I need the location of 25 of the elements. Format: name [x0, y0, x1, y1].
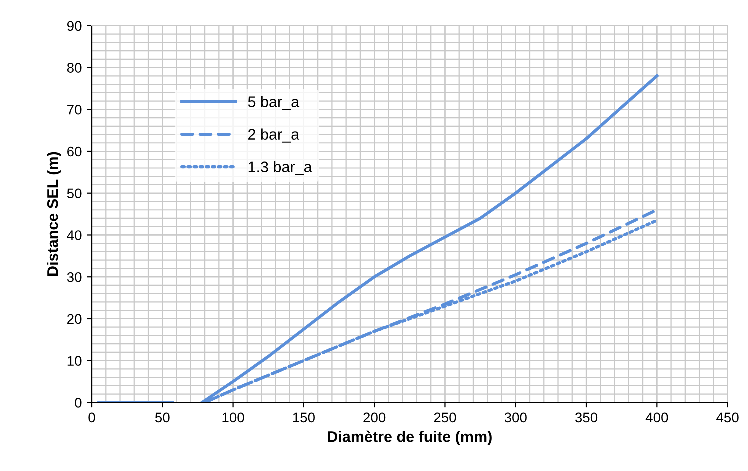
x-tick-label: 400	[646, 412, 668, 423]
x-tick-label: 200	[364, 412, 386, 423]
x-tick-label: 350	[575, 412, 598, 423]
x-tick-label: 0	[88, 412, 96, 423]
y-tick-label: 20	[68, 314, 82, 324]
y-tick-label: 50	[67, 188, 82, 199]
y-tick-label: 70	[68, 104, 82, 115]
legend-label: 1.3 bar_a	[248, 161, 312, 176]
x-tick-label: 300	[504, 412, 527, 423]
y-tick-label: 80	[67, 63, 82, 73]
y-tick-label: 10	[68, 356, 82, 366]
y-tick-label: 30	[67, 272, 82, 282]
y-tick-label: 60	[68, 146, 82, 157]
legend-label: 2 bar_a	[248, 128, 300, 143]
y-tick-label: 40	[67, 230, 82, 240]
x-axis-title: Diamètre de fuite (mm)	[328, 430, 492, 446]
y-axis-title: Distance SEL (m)	[47, 152, 62, 276]
x-tick-label: 100	[222, 412, 244, 423]
y-tick-label: 90	[67, 21, 82, 32]
y-tick-label: 0	[75, 398, 82, 408]
x-tick-label: 250	[434, 412, 456, 423]
x-tick-label: 450	[716, 412, 739, 423]
x-tick-label: 150	[293, 412, 315, 423]
x-tick-label: 50	[155, 412, 170, 423]
legend-label: 5 bar_a	[248, 96, 300, 110]
